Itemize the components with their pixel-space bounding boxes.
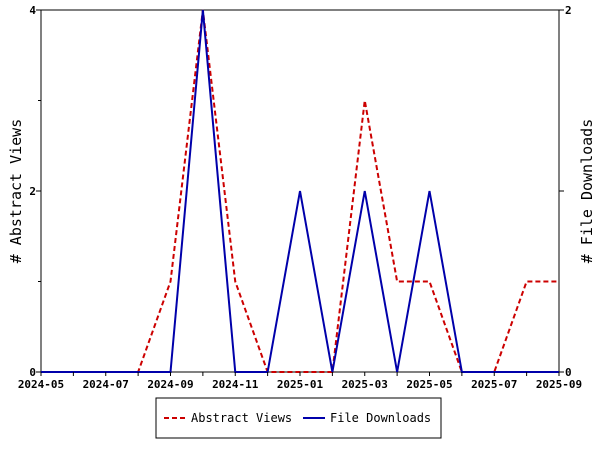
legend-label-file-downloads: File Downloads [330, 411, 431, 425]
series-line-file-downloads [41, 9, 559, 373]
y-axis-left-title: # Abstract Views [7, 119, 25, 264]
x-tick-label: 2024-11 [212, 378, 259, 391]
legend: Abstract Views File Downloads [155, 397, 442, 439]
x-tick-label: 2025-01 [277, 378, 324, 391]
x-tick-label: 2025-07 [471, 378, 517, 391]
y-right-tick-label: 2 [565, 4, 572, 17]
x-tick-label: 2025-05 [406, 378, 452, 391]
x-tick-label: 2025-03 [342, 378, 388, 391]
x-tick-label: 2024-09 [147, 378, 193, 391]
legend-box [155, 397, 442, 439]
x-tick-label: 2024-05 [18, 378, 64, 391]
y-left-tick-label: 0 [29, 366, 36, 379]
x-tick-label: 2024-07 [83, 378, 129, 391]
legend-label-abstract-views: Abstract Views [191, 411, 292, 425]
y-right-tick-label: 0 [565, 366, 572, 379]
y-left-tick-label: 2 [29, 185, 36, 198]
x-tick-label: 2025-09 [536, 378, 582, 391]
y-axis-right-title: # File Downloads [578, 119, 596, 264]
y-left-tick-label: 4 [29, 4, 36, 17]
